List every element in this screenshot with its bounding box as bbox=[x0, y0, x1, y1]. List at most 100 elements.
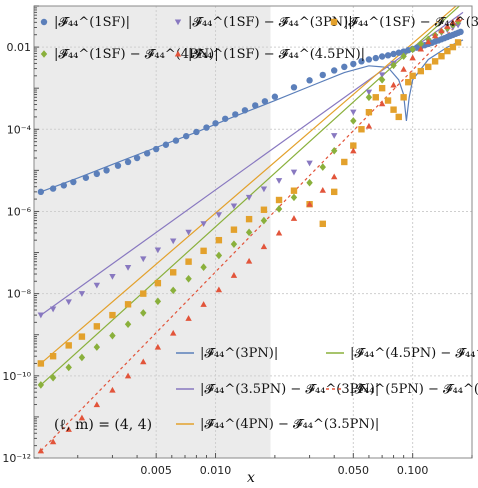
legend-bottom-entry: |𝓕̂₄₄^(4PN) − 𝓕̂₄₄^(3.5PN)| bbox=[176, 417, 379, 432]
data-point bbox=[331, 188, 338, 196]
data-point bbox=[275, 205, 283, 213]
data-point bbox=[78, 414, 86, 421]
data-point bbox=[409, 72, 416, 80]
data-point bbox=[275, 178, 283, 184]
x-tick-label: 0.100 bbox=[397, 464, 429, 477]
legend-label: |𝓕̂₄₄^(5PN) − 𝓕̂₄₄^(4.5PN)| bbox=[350, 382, 478, 397]
data-point bbox=[319, 163, 326, 171]
data-point bbox=[143, 150, 151, 157]
y-tick-label: 0.01 bbox=[7, 41, 32, 54]
plot-frame bbox=[33, 5, 473, 459]
line-5PN-4.5PN bbox=[40, 17, 464, 452]
data-point bbox=[154, 343, 162, 350]
data-point bbox=[109, 311, 116, 319]
data-point bbox=[378, 84, 386, 92]
data-point bbox=[154, 297, 162, 306]
legend-label: |𝓕̂₄₄^(3.5PN) − 𝓕̂₄₄^(3PN)| bbox=[200, 382, 379, 397]
data-point bbox=[65, 363, 72, 372]
data-point bbox=[431, 58, 439, 65]
data-point bbox=[454, 22, 462, 29]
data-point bbox=[275, 196, 283, 204]
legend-top-entry: |𝓕̂₄₄^(1SF) − 𝓕̂₄₄^(4PN)| bbox=[40, 47, 219, 62]
data-point bbox=[37, 360, 45, 367]
data-point bbox=[230, 226, 238, 233]
data-point bbox=[140, 309, 147, 317]
data-point bbox=[212, 120, 219, 127]
data-point bbox=[183, 132, 190, 140]
data-point bbox=[109, 386, 116, 393]
data-point bbox=[400, 65, 407, 72]
data-point bbox=[152, 145, 160, 153]
data-point bbox=[319, 186, 326, 193]
data-point bbox=[331, 67, 338, 74]
legend-label: |𝓕̂₄₄^(1SF) − 𝓕̂₄₄^(4PN)| bbox=[54, 47, 219, 62]
data-point bbox=[185, 258, 192, 265]
data-point bbox=[230, 203, 238, 210]
legend-marker bbox=[330, 18, 338, 26]
data-point bbox=[82, 174, 90, 181]
data-point bbox=[365, 122, 373, 129]
data-point bbox=[185, 274, 192, 283]
legend-label: |𝓕̂₄₄^(1SF) − 𝓕̂₄₄^(4.5PN)| bbox=[188, 47, 365, 62]
data-point bbox=[444, 47, 451, 55]
data-point bbox=[241, 107, 249, 114]
y-tick-label: 10⁻¹⁰ bbox=[2, 370, 31, 383]
data-point bbox=[60, 182, 68, 189]
data-point bbox=[124, 320, 132, 329]
plot-area bbox=[33, 5, 473, 459]
y-tick-label: 10⁻⁸ bbox=[7, 288, 32, 301]
data-point bbox=[103, 167, 110, 174]
data-point bbox=[154, 247, 162, 254]
y-tick-label: 10⁻¹² bbox=[2, 452, 31, 465]
data-point bbox=[140, 358, 147, 365]
data-point bbox=[350, 142, 357, 149]
data-point bbox=[154, 279, 162, 287]
data-point bbox=[341, 63, 348, 71]
data-point bbox=[275, 229, 283, 236]
data-point bbox=[350, 117, 357, 125]
data-point bbox=[395, 113, 402, 121]
data-point bbox=[49, 373, 57, 382]
data-point bbox=[390, 106, 397, 113]
data-point bbox=[49, 306, 57, 313]
data-point bbox=[245, 215, 253, 223]
data-point bbox=[260, 216, 268, 225]
data-point bbox=[133, 154, 141, 162]
data-point bbox=[49, 353, 57, 360]
data-point bbox=[170, 269, 177, 276]
y-tick-label: 10⁻⁶ bbox=[7, 205, 32, 218]
data-point bbox=[93, 343, 101, 351]
data-point bbox=[200, 301, 207, 307]
y-tick-label: 10⁻⁴ bbox=[7, 123, 32, 136]
legend-bottom-entry: |𝓕̂₄₄^(3.5PN) − 𝓕̂₄₄^(3PN)| bbox=[176, 382, 379, 397]
x-axis-label: x bbox=[247, 470, 255, 486]
data-point bbox=[438, 27, 445, 34]
data-point bbox=[170, 238, 177, 245]
data-point bbox=[306, 160, 313, 167]
data-point bbox=[449, 43, 457, 51]
data-point bbox=[365, 89, 373, 96]
data-point bbox=[365, 109, 373, 116]
data-point bbox=[109, 274, 116, 280]
data-point bbox=[200, 247, 207, 255]
data-point bbox=[93, 401, 101, 408]
data-point bbox=[390, 81, 397, 88]
data-point bbox=[358, 58, 365, 65]
legend-label: |𝓕̂₄₄^(1SF) − 𝓕̂₄₄^(3.5PN)| bbox=[344, 15, 478, 30]
data-point bbox=[261, 98, 269, 105]
data-point bbox=[70, 178, 77, 186]
data-point bbox=[245, 257, 253, 264]
data-point bbox=[417, 67, 425, 75]
data-point bbox=[65, 426, 72, 432]
data-markers bbox=[37, 15, 464, 454]
data-point bbox=[215, 212, 223, 218]
data-point bbox=[378, 100, 386, 107]
data-point bbox=[438, 53, 445, 60]
data-point bbox=[124, 158, 132, 166]
line-4PN-3.5PN bbox=[40, 6, 457, 364]
data-point bbox=[185, 229, 192, 236]
data-point bbox=[37, 312, 45, 319]
data-point bbox=[215, 286, 223, 293]
data-point bbox=[200, 221, 207, 228]
